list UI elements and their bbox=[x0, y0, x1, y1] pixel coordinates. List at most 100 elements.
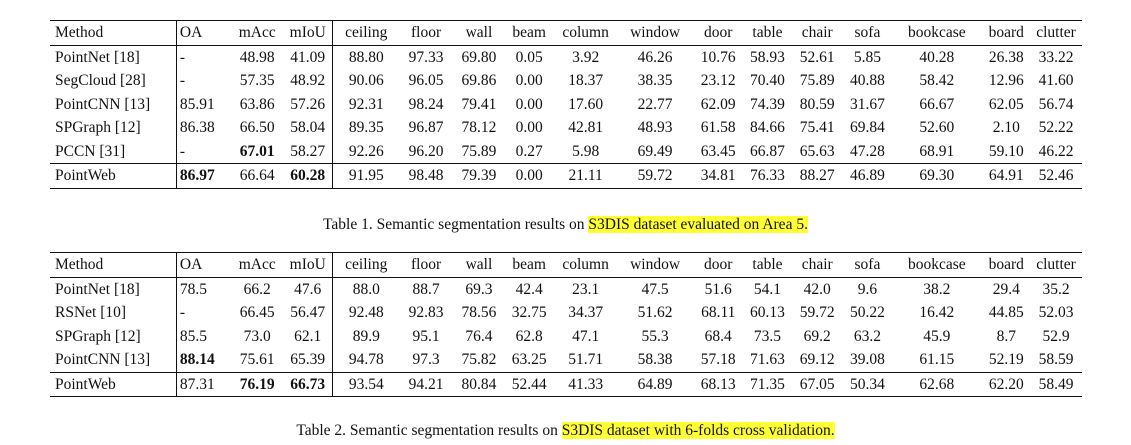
value-cell: 46.22 bbox=[1030, 139, 1082, 164]
column-header: board bbox=[982, 20, 1031, 46]
value-cell: 48.93 bbox=[637, 119, 673, 136]
table-2: Method OA mAcc mIoU ceiling floor wall beam colu… bbox=[50, 252, 1082, 397]
value-cell: 52.03 bbox=[1038, 304, 1074, 321]
value-cell: 41.09 bbox=[290, 48, 326, 66]
column-header: chair bbox=[790, 252, 844, 278]
value-cell: 58.42 bbox=[919, 72, 955, 89]
value-cell: 42.0 bbox=[803, 280, 831, 298]
value-cell: 68.11 bbox=[701, 304, 736, 321]
value-cell: 95.1 bbox=[412, 327, 440, 345]
value-cell: 44.85 bbox=[988, 304, 1024, 321]
value-cell: 96.05 bbox=[408, 72, 444, 89]
column-header: table bbox=[744, 252, 791, 278]
value-cell: 40.28 bbox=[919, 48, 955, 66]
value-cell: 69.30 bbox=[891, 163, 983, 189]
method-cell: SPGraph [12] bbox=[55, 327, 141, 345]
table-row: PointWeb 86.97 66.64 60.28 91.95 98.48 79.39 0.… bbox=[50, 163, 1082, 189]
value-cell: 57.35 bbox=[239, 72, 275, 89]
value-cell: 63.2 bbox=[853, 327, 881, 345]
value-cell: - bbox=[175, 139, 232, 164]
value-cell: 22.77 bbox=[637, 95, 673, 113]
value-cell: 73.5 bbox=[753, 327, 782, 345]
column-header: sofa bbox=[843, 252, 892, 278]
value-cell: 86.97 bbox=[175, 163, 232, 189]
value-cell: 98.24 bbox=[408, 95, 444, 113]
value-cell: 90.06 bbox=[332, 69, 400, 93]
table-row: PointWeb 87.31 76.19 66.73 93.54 94.21 80.84 52… bbox=[50, 372, 1082, 397]
value-cell: 16.42 bbox=[919, 304, 955, 321]
column-header: clutter bbox=[1030, 20, 1082, 46]
value-cell: 97.3 bbox=[399, 348, 454, 373]
value-cell: 94.21 bbox=[399, 372, 454, 397]
method-cell: PointWeb bbox=[50, 163, 177, 189]
column-header: board bbox=[982, 252, 1031, 278]
value-cell: 23.1 bbox=[572, 280, 600, 298]
value-cell: 26.38 bbox=[988, 48, 1024, 66]
value-cell: 0.27 bbox=[504, 139, 554, 164]
value-cell: 66.64 bbox=[231, 163, 284, 189]
value-cell: 64.89 bbox=[617, 372, 693, 397]
method-cell: PointWeb bbox=[50, 372, 177, 397]
value-cell: 68.4 bbox=[704, 327, 732, 345]
value-cell: 31.67 bbox=[849, 95, 885, 113]
value-cell: 92.83 bbox=[408, 304, 444, 321]
value-cell: 66.87 bbox=[744, 139, 791, 164]
value-cell: 67.01 bbox=[231, 139, 284, 164]
value-cell: 47.6 bbox=[294, 280, 322, 298]
value-cell: 51.71 bbox=[553, 348, 618, 373]
header-row: Method OA mAcc mIoU ceiling floor wall beam colu… bbox=[50, 20, 1082, 46]
value-cell: 88.0 bbox=[332, 277, 400, 301]
value-cell: 70.40 bbox=[750, 72, 785, 89]
column-header: OA bbox=[175, 20, 232, 46]
column-header: Method bbox=[50, 252, 177, 278]
column-header: wall bbox=[453, 20, 505, 46]
value-cell: 62.68 bbox=[891, 372, 983, 397]
value-cell: 69.86 bbox=[461, 72, 497, 89]
value-cell: 60.13 bbox=[750, 304, 785, 321]
value-cell: 35.2 bbox=[1042, 280, 1070, 298]
value-cell: 62.20 bbox=[982, 372, 1031, 397]
value-cell: 92.31 bbox=[332, 92, 400, 116]
value-cell: 52.60 bbox=[919, 119, 955, 136]
column-header: window bbox=[617, 252, 693, 278]
value-cell: 65.39 bbox=[283, 348, 333, 373]
value-cell: 88.14 bbox=[175, 348, 232, 373]
value-cell: 48.92 bbox=[290, 72, 326, 89]
value-cell: 52.22 bbox=[1038, 119, 1074, 136]
column-header: sofa bbox=[843, 20, 892, 46]
value-cell: 32.75 bbox=[511, 304, 547, 321]
value-cell: 62.05 bbox=[988, 95, 1024, 113]
value-cell: 68.13 bbox=[692, 372, 745, 397]
value-cell: 0.00 bbox=[515, 72, 543, 89]
column-header: Method bbox=[50, 20, 177, 46]
value-cell: 62.8 bbox=[515, 327, 543, 345]
column-header: mIoU bbox=[283, 252, 333, 278]
value-cell: 76.33 bbox=[744, 163, 791, 189]
column-header: OA bbox=[175, 252, 232, 278]
value-cell: 96.87 bbox=[408, 119, 444, 136]
value-cell: 66.45 bbox=[239, 304, 275, 321]
value-cell: 75.89 bbox=[799, 72, 835, 89]
value-cell: 92.26 bbox=[332, 139, 400, 164]
value-cell: 50.22 bbox=[849, 304, 885, 321]
value-cell: 71.35 bbox=[744, 372, 791, 397]
value-cell: 56.74 bbox=[1038, 95, 1074, 113]
value-cell: 58.27 bbox=[283, 139, 333, 164]
table-1: Method OA mAcc mIoU ceiling floor wall beam colu… bbox=[50, 20, 1082, 189]
table-row: PointCNN [13] 88.14 75.61 65.39 94.78 97.3 75.… bbox=[50, 348, 1082, 373]
value-cell: 52.61 bbox=[799, 48, 835, 66]
value-cell: 61.58 bbox=[700, 119, 736, 136]
value-cell: 69.3 bbox=[465, 280, 493, 298]
method-cell: RSNet [10] bbox=[55, 304, 127, 321]
column-header: ceiling bbox=[332, 20, 400, 46]
value-cell: 78.12 bbox=[461, 119, 497, 136]
value-cell: 0.00 bbox=[515, 95, 543, 113]
table-1-caption-text: Table 1. Semantic segmentation results o… bbox=[323, 216, 589, 233]
value-cell: 62.1 bbox=[294, 327, 322, 345]
value-cell: 58.59 bbox=[1030, 348, 1082, 373]
value-cell: 55.3 bbox=[641, 327, 669, 345]
value-cell: 42.4 bbox=[515, 280, 543, 298]
value-cell: 69.2 bbox=[803, 327, 831, 345]
value-cell: 73.0 bbox=[243, 327, 271, 345]
value-cell: 59.10 bbox=[982, 139, 1031, 164]
